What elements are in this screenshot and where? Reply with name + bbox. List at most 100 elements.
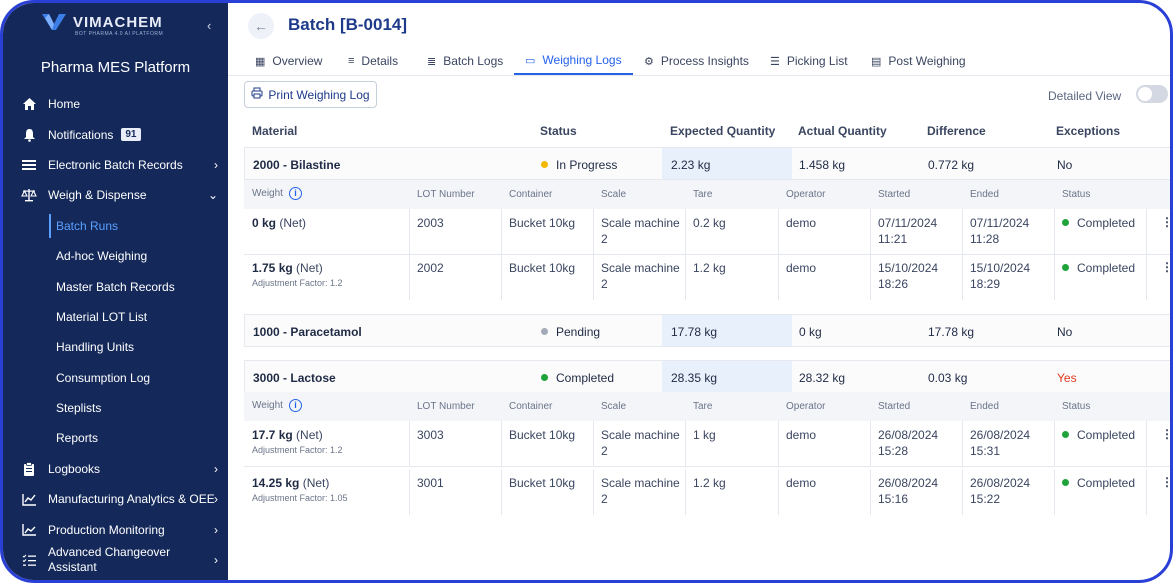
material-row[interactable]: 2000 - Bilastine In Progress 2.23 kg 1.4… <box>244 147 1170 180</box>
subheader-operator: Operator <box>786 189 826 200</box>
sidebar-subitem-adhoc-weighing[interactable]: Ad-hoc Weighing <box>56 249 148 264</box>
material-row[interactable]: 1000 - Paracetamol Pending 17.78 kg 0 kg… <box>244 314 1170 347</box>
adjustment-factor: Adjustment Factor: 1.05 <box>252 493 348 503</box>
grid-icon: ▦ <box>255 55 266 68</box>
expected-highlight <box>662 361 792 392</box>
sidebar-subitem-steplists[interactable]: Steplists <box>56 401 102 416</box>
subheader-container: Container <box>509 401 553 412</box>
log-row[interactable]: 0 kg (Net) 2003 Bucket 10kg Scale machin… <box>244 209 1173 255</box>
expected-quantity: 28.35 kg <box>671 371 718 385</box>
material-status: Completed <box>541 371 614 385</box>
sidebar-item-weigh-dispense[interactable]: Weigh & Dispense ⌄ <box>3 180 228 210</box>
expected-highlight <box>662 315 792 346</box>
tab-post-weighing[interactable]: ▤ Post Weighing <box>871 54 966 68</box>
tab-weighing-logs[interactable]: ▭ Weighing Logs <box>514 47 633 75</box>
status-dot-icon <box>1062 219 1069 226</box>
tab-batch-logs[interactable]: ≣ Batch Logs <box>427 54 504 68</box>
tab-overview[interactable]: ▦ Overview <box>255 54 323 68</box>
tab-process-insights[interactable]: ⚙ Process Insights <box>644 54 749 68</box>
status-dot-icon <box>541 328 548 335</box>
sidebar-item-notifications[interactable]: Notifications 91 <box>3 119 228 149</box>
subheader-operator: Operator <box>786 401 826 412</box>
log-row[interactable]: 14.25 kg (Net) Adjustment Factor: 1.05 30… <box>244 469 1173 515</box>
sidebar-subitem-batch-runs[interactable]: Batch Runs <box>56 218 119 233</box>
sidebar-item-production-monitoring[interactable]: Production Monitoring › <box>3 514 228 544</box>
tab-picking-list[interactable]: ☰ Picking List <box>770 54 848 68</box>
log-subheader: Weight i LOT Number Container Scale Tare … <box>244 180 1170 209</box>
header-difference: Difference <box>927 124 986 138</box>
scale-icon <box>21 187 37 203</box>
sidebar-subitem-handling-units[interactable]: Handling Units <box>56 340 135 355</box>
log-operator: demo <box>786 216 817 230</box>
subheader-weight: Weight i <box>252 399 302 412</box>
header-actual-quantity: Actual Quantity <box>798 124 887 138</box>
chevron-down-icon: ⌄ <box>207 188 218 203</box>
log-lot: 2003 <box>417 216 444 230</box>
log-row[interactable]: 1.75 kg (Net) Adjustment Factor: 1.2 2002… <box>244 254 1173 300</box>
tab-details[interactable]: ≡ Details <box>348 54 399 68</box>
more-options-icon[interactable]: ⋮ <box>1161 260 1173 274</box>
log-lot: 2002 <box>417 261 444 275</box>
log-lot: 3003 <box>417 428 444 442</box>
info-icon[interactable]: i <box>288 187 302 200</box>
card-icon: ▭ <box>525 54 536 67</box>
adjustment-factor: Adjustment Factor: 1.2 <box>252 278 343 288</box>
log-operator: demo <box>786 261 817 275</box>
log-weight: 1.75 kg (Net) Adjustment Factor: 1.2 <box>252 261 343 288</box>
log-started: 15/10/2024 18:26 <box>878 261 939 291</box>
material-name: 3000 - Lactose <box>253 371 336 385</box>
log-started: 26/08/2024 15:28 <box>878 428 939 458</box>
header-material: Material <box>252 124 298 138</box>
platform-title: Pharma MES Platform <box>40 59 191 76</box>
monitor-chart-icon <box>21 522 37 538</box>
sidebar-subitem-master-batch-records[interactable]: Master Batch Records <box>56 279 175 294</box>
sidebar-subitem-material-lot-list[interactable]: Material LOT List <box>56 309 148 324</box>
material-name: 2000 - Bilastine <box>253 158 341 172</box>
log-operator: demo <box>786 428 817 442</box>
info-icon[interactable]: i <box>288 399 302 412</box>
checklist-icon <box>21 552 37 568</box>
print-weighing-log-button[interactable]: Print Weighing Log <box>244 81 377 108</box>
sidebar-item-electronic-batch-records[interactable]: Electronic Batch Records › <box>3 150 228 180</box>
logo: VIMACHEM <box>41 13 163 31</box>
subheader-scale: Scale <box>601 401 627 412</box>
sidebar-item-logbooks[interactable]: Logbooks › <box>3 454 228 484</box>
printer-icon <box>251 87 263 102</box>
sidebar-item-advanced-changeover-assistant[interactable]: Advanced Changeover Assistant › <box>3 545 228 575</box>
log-container: Bucket 10kg <box>509 261 576 275</box>
log-tare: 0.2 kg <box>693 216 726 230</box>
log-started: 26/08/2024 15:16 <box>878 476 939 506</box>
log-row[interactable]: 17.7 kg (Net) Adjustment Factor: 1.2 3003… <box>244 421 1173 467</box>
back-arrow-button[interactable]: ← <box>248 13 274 39</box>
log-ended: 26/08/2024 15:22 <box>970 476 1031 506</box>
log-container: Bucket 10kg <box>509 428 576 442</box>
subheader-tare: Tare <box>693 401 713 412</box>
sidebar-item-home[interactable]: Home <box>3 89 228 119</box>
subheader-weight: Weight i <box>252 187 302 200</box>
more-options-icon[interactable]: ⋮ <box>1161 475 1173 489</box>
expected-highlight <box>662 148 792 179</box>
more-options-icon[interactable]: ⋮ <box>1161 215 1173 229</box>
material-row[interactable]: 3000 - Lactose Completed 28.35 kg 28.32 … <box>244 360 1170 393</box>
more-options-icon[interactable]: ⋮ <box>1161 427 1173 441</box>
vimachem-logo-icon <box>41 13 67 31</box>
log-subheader: Weight i LOT Number Container Scale Tare … <box>244 392 1170 421</box>
difference: 0.03 kg <box>928 371 968 385</box>
collapse-sidebar-chevron-icon[interactable]: ‹ <box>207 18 212 33</box>
log-weight: 17.7 kg (Net) Adjustment Factor: 1.2 <box>252 428 343 455</box>
table-header: Material Status Expected Quantity Actual… <box>244 116 1170 144</box>
page-header: ← Batch [B-0014] <box>228 3 1170 48</box>
sidebar-item-label: Advanced Changeover Assistant <box>48 545 171 575</box>
difference: 17.78 kg <box>928 325 975 339</box>
subheader-container: Container <box>509 189 553 200</box>
sidebar-item-manufacturing-analytics[interactable]: Manufacturing Analytics & OEE › <box>3 484 228 514</box>
sidebar-subitem-reports[interactable]: Reports <box>56 431 99 446</box>
subheader-started: Started <box>878 189 911 200</box>
sidebar-subitem-consumption-log[interactable]: Consumption Log <box>56 370 151 385</box>
detailed-view-toggle[interactable] <box>1136 85 1168 103</box>
log-scale: Scale machine 2 <box>601 428 680 458</box>
log-status: Completed <box>1062 260 1135 276</box>
subheader-ended: Ended <box>970 189 999 200</box>
log-weight: 0 kg (Net) <box>252 216 307 230</box>
